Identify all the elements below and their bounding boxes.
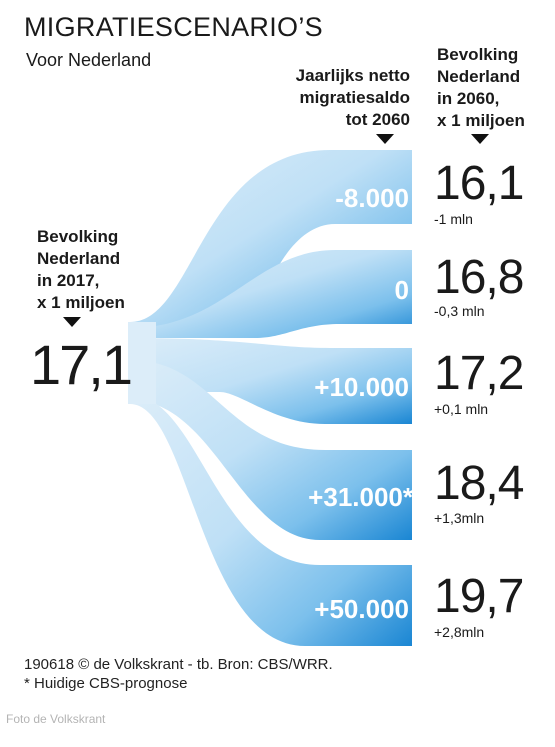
population-2017-value: 17,1 <box>30 333 133 396</box>
scenario-saldo: 0 <box>394 275 409 305</box>
flow-source-bar <box>128 322 156 404</box>
scenario-change: +0,1 mln <box>434 401 489 417</box>
scenario-saldo: -8.000 <box>335 183 409 213</box>
scenario-population: 16,1 <box>434 157 524 210</box>
footer-line: 190618 © de Volkskrant - tb. Bron: CBS/W… <box>24 656 333 673</box>
flow-band-4 <box>130 360 412 540</box>
header-population-2017: Bevolking Nederland in 2017, x 1 miljoen <box>37 226 125 314</box>
scenario-saldo: +10.000 <box>314 372 409 402</box>
photo-credit: Foto de Volkskrant <box>6 712 106 726</box>
flow-band-2 <box>130 250 412 338</box>
header-right-arrow-icon <box>471 134 489 144</box>
header-left-line: in 2017, <box>37 271 100 290</box>
header-mid-line: tot 2060 <box>345 110 410 129</box>
scenario-change: +1,3mln <box>434 510 485 526</box>
header-left-arrow-icon <box>63 317 81 327</box>
flow-band-3 <box>130 338 412 424</box>
scenario-change: -0,3 mln <box>434 303 485 319</box>
header-mid-line: migratiesaldo <box>299 88 410 107</box>
header-mid-arrow-icon <box>376 134 394 144</box>
scenario-change: +2,8mln <box>434 624 485 640</box>
flow-band-5 <box>130 395 412 646</box>
footer-source: 190618 © de Volkskrant - tb. Bron: CBS/W… <box>24 655 333 693</box>
flow-band-1 <box>130 150 412 328</box>
page-subtitle: Voor Nederland <box>26 50 152 70</box>
page-title: MIGRATIESCENARIO’S <box>24 12 323 42</box>
scenario-population: 18,4 <box>434 457 524 510</box>
header-right-line: in 2060, <box>437 89 500 108</box>
scenario-change: -1 mln <box>434 211 473 227</box>
header-right-line: x 1 miljoen <box>437 111 525 130</box>
header-right-line: Nederland <box>437 67 521 86</box>
scenario-saldo: +31.000* <box>308 482 413 512</box>
footer-line: * Huidige CBS-prognose <box>24 675 188 692</box>
header-population-2060: Bevolking Nederland in 2060, x 1 miljoen <box>437 44 525 132</box>
scenario-population: 17,2 <box>434 347 524 400</box>
header-mid-line: Jaarlijks netto <box>295 66 410 85</box>
header-left-line: Bevolking <box>37 227 119 246</box>
header-right-line: Bevolking <box>437 45 519 64</box>
scenario-population: 19,7 <box>434 570 524 623</box>
header-left-line: Nederland <box>37 249 121 268</box>
header-left-line: x 1 miljoen <box>37 293 125 312</box>
scenario-population: 16,8 <box>434 251 524 304</box>
scenario-saldo: +50.000 <box>314 594 409 624</box>
header-migration-balance: Jaarlijks netto migratiesaldo tot 2060 <box>296 65 410 131</box>
